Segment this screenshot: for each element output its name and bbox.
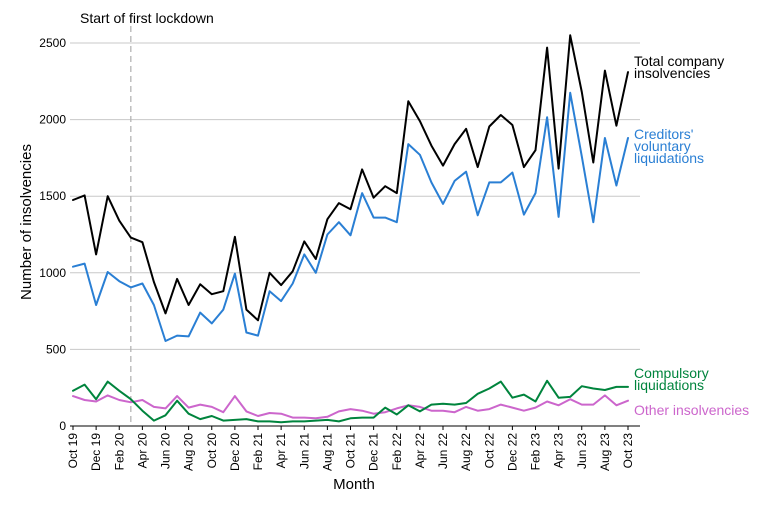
lockdown-annotation: Start of first lockdown: [80, 10, 214, 26]
series-label: insolvencies: [634, 65, 710, 81]
x-tick-label: Apr 20: [135, 433, 149, 469]
y-tick-label: 2000: [39, 113, 66, 127]
series-label: liquidations: [634, 377, 704, 393]
series-lines: [72, 34, 629, 424]
x-tick-labels: Oct 19 Dec 19 Feb 20 Apr 20 Jun 20 Aug 20 Oct …: [66, 426, 635, 471]
series-line-creditors-voluntary-liquidations: [72, 91, 629, 342]
x-tick-label: Oct 23: [621, 433, 635, 469]
x-tick-label: Apr 23: [552, 433, 566, 469]
x-tick-label: Feb 22: [390, 433, 404, 471]
x-tick-label: Aug 22: [459, 433, 473, 471]
x-tick-label: Aug 23: [598, 433, 612, 471]
x-tick-label: Oct 19: [66, 433, 80, 469]
y-tick-labels: 0 500 1000 1500 2000 2500: [39, 36, 66, 433]
x-tick-label: Dec 21: [367, 433, 381, 471]
x-tick-label: Aug 20: [182, 433, 196, 471]
x-tick-label: Jun 23: [575, 433, 589, 469]
series-label: Total company: [634, 53, 724, 69]
x-tick-label: Jun 22: [436, 433, 450, 469]
series-label: Compulsory: [634, 365, 709, 381]
series-label: voluntary: [634, 138, 691, 154]
y-tick-label: 500: [46, 342, 66, 356]
x-tick-label: Apr 21: [274, 433, 288, 469]
x-tick-label: Apr 22: [413, 433, 427, 469]
x-tick-label: Oct 21: [344, 433, 358, 469]
x-tick-label: Feb 23: [529, 433, 543, 471]
x-tick-label: Dec 22: [505, 433, 519, 471]
y-tick-label: 2500: [39, 36, 66, 50]
series-label: liquidations: [634, 150, 704, 166]
series-line-other-insolvencies: [72, 394, 629, 420]
x-tick-label: Jun 20: [159, 433, 173, 469]
x-tick-label: Dec 20: [228, 433, 242, 471]
x-tick-label: Oct 20: [205, 433, 219, 469]
x-tick-label: Oct 22: [482, 433, 496, 469]
series-line-total-company-insolvencies: [72, 34, 629, 322]
y-tick-label: 0: [59, 419, 66, 433]
x-tick-label: Feb 21: [251, 433, 265, 471]
y-tick-label: 1500: [39, 189, 66, 203]
x-tick-label: Feb 20: [112, 433, 126, 471]
series-line-compulsory-liquidations: [72, 379, 629, 424]
x-axis-title: Month: [333, 476, 375, 493]
series-label: Other insolvencies: [634, 402, 749, 418]
x-tick-label: Aug 21: [320, 433, 334, 471]
y-tick-label: 1000: [39, 266, 66, 280]
series-label: Creditors': [634, 126, 693, 142]
x-tick-label: Dec 19: [89, 433, 103, 471]
x-tick-label: Jun 21: [297, 433, 311, 469]
y-axis-title: Number of insolvencies: [18, 144, 35, 300]
